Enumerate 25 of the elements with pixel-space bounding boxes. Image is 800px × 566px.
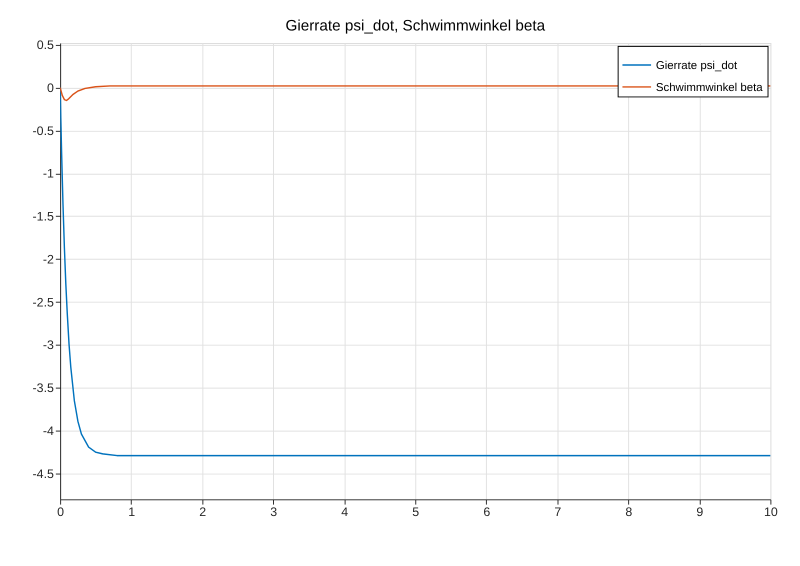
x-tick-label: 5 [412, 505, 420, 520]
x-tick-label: 9 [696, 505, 704, 520]
y-tick-label: 0.5 [36, 38, 54, 52]
y-tick-label: -0.5 [32, 124, 54, 138]
x-tick-label: 7 [554, 505, 562, 520]
x-tick-label: 10 [764, 505, 778, 520]
x-tick-label: 8 [625, 505, 632, 520]
x-tick-label: 2 [199, 505, 206, 520]
x-tick-label: 1 [128, 505, 136, 520]
legend-label: Gierrate psi_dot [656, 60, 738, 72]
x-tick-label: 3 [270, 505, 278, 520]
y-tick-label: -3.5 [32, 381, 54, 396]
y-tick-label: -1.5 [32, 210, 54, 224]
legend-label: Schwimmwinkel beta [656, 82, 764, 94]
y-tick-label: -1 [42, 166, 54, 181]
y-tick-label: -2 [42, 252, 54, 266]
y-tick-label: -2.5 [32, 295, 54, 310]
chart-title: Gierrate psi_dot, Schwimmwinkel beta [285, 17, 546, 34]
x-tick-label: 0 [57, 505, 64, 520]
x-tick-label: 4 [341, 505, 348, 520]
x-tick-label: 6 [483, 505, 490, 520]
y-tick-label: 0 [47, 80, 54, 95]
y-tick-label: -3 [42, 338, 54, 352]
y-tick-label: -4.5 [32, 466, 54, 481]
y-tick-label: -4 [42, 424, 54, 438]
